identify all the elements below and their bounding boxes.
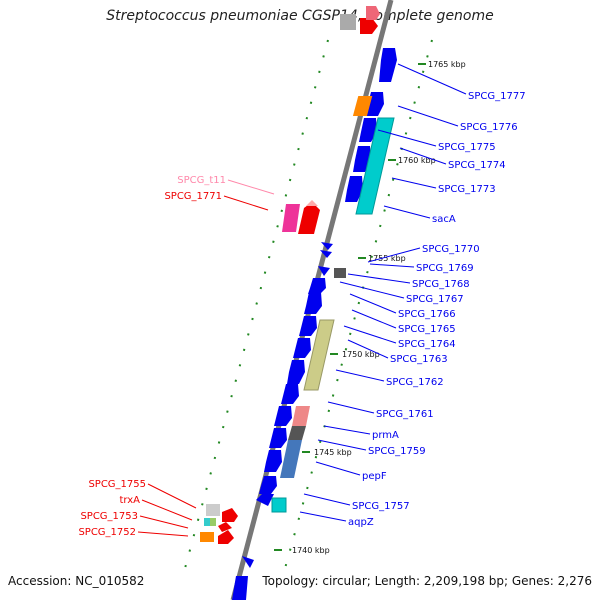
gene-spcg-1774: [353, 146, 371, 172]
rna-spcg-1753: [218, 522, 232, 532]
gene-small-1: [321, 242, 333, 250]
gene-saca: [355, 117, 395, 215]
label-spcg-1759: SPCG_1759: [368, 446, 426, 457]
rna-feature-top-2: [366, 6, 380, 20]
kbp-label-1755: 1755 kbp: [368, 254, 406, 263]
gene-spcg-1761a: [281, 384, 299, 404]
gene-spcg-1757a: [259, 476, 277, 494]
label-trxa: trxA: [119, 495, 140, 506]
gene-spcg-1759: [269, 428, 287, 448]
label-saca: sacA: [432, 214, 456, 225]
gene-spcg-1775: [359, 118, 377, 142]
gene-aqpz: [271, 497, 287, 513]
label-spcg-1771: SPCG_1771: [164, 191, 222, 202]
gene-spcg-1765: [299, 316, 317, 336]
kbp-label-1765: 1765 kbp: [428, 60, 466, 69]
label-spcg-1765: SPCG_1765: [398, 324, 456, 335]
label-spcg-1775: SPCG_1775: [438, 142, 496, 153]
gene-spcg-1761: [292, 406, 310, 426]
label-spcg-1753: SPCG_1753: [80, 511, 138, 522]
gene-spcg-1768: [334, 268, 346, 278]
gene-spcg-1769: [318, 266, 330, 276]
gene-pepf: [264, 450, 282, 472]
rna-spcg-1753a: [222, 508, 238, 522]
gene-pepf-block: [280, 440, 302, 478]
gene-spcg-1766: [304, 292, 322, 314]
label-prma: prmA: [372, 430, 399, 441]
label-spcg-1767: SPCG_1767: [406, 294, 464, 305]
label-aqpz: aqpZ: [348, 517, 374, 528]
label-spcg-1763: SPCG_1763: [390, 354, 448, 365]
label-spcg-1761: SPCG_1761: [376, 409, 434, 420]
gene-trxa-a: [204, 518, 210, 526]
gene-spcg-1771: [298, 202, 320, 234]
genome-title: Streptococcus pneumoniae CGSP14, complet…: [106, 8, 494, 24]
rna-spcg-1752: [218, 530, 234, 544]
gene-spcg-1757: [256, 494, 274, 506]
label-spcg-1757: SPCG_1757: [352, 501, 410, 512]
gene-small-2: [320, 250, 332, 258]
rna-feature-top: [360, 18, 378, 34]
gene-spcg-1755: [206, 504, 220, 516]
kbp-label-1745: 1745 kbp: [314, 448, 352, 457]
label-spcg-1770: SPCG_1770: [422, 244, 480, 255]
label-spcg-1773: SPCG_1773: [438, 184, 496, 195]
kbp-label-1750: 1750 kbp: [342, 350, 380, 359]
genome-summary-text: Topology: circular; Length: 2,209,198 bp…: [262, 574, 592, 588]
label-spcg-1777: SPCG_1777: [468, 91, 526, 102]
label-spcg-1762: SPCG_1762: [386, 377, 444, 388]
rna-small-top: [306, 200, 318, 206]
gene-bottom-1: [242, 556, 254, 568]
label-spcg-1774: SPCG_1774: [448, 160, 506, 171]
label-pepf: pepF: [362, 471, 387, 482]
gene-spcg-1763: [287, 360, 305, 384]
gene-trxa-b: [210, 518, 216, 526]
label-spcg-t11: SPCG_t11: [177, 175, 226, 186]
accession-text: Accession: NC_010582: [8, 574, 145, 588]
gene-spcg-1759a: [274, 406, 292, 426]
label-spcg-1769: SPCG_1769: [416, 263, 474, 274]
label-spcg-1776: SPCG_1776: [460, 122, 518, 133]
gene-spcg-1767: [308, 278, 326, 294]
gene-spcg-1773: [345, 176, 363, 202]
label-spcg-1755: SPCG_1755: [88, 479, 146, 490]
gene-spcg-1752: [200, 532, 214, 542]
gene-spcg-1777: [379, 48, 397, 82]
gene-spcg-t11: [282, 204, 300, 232]
gene-prma: [288, 426, 306, 440]
gene-orange: [352, 96, 373, 116]
label-spcg-1768: SPCG_1768: [412, 279, 470, 290]
leader-spcg-t11: [227, 179, 275, 195]
kbp-label-1740: 1740 kbp: [292, 546, 330, 555]
label-spcg-1752: SPCG_1752: [78, 527, 136, 538]
gene-spcg-1764: [293, 338, 311, 358]
leader-spcg-1771: [223, 195, 269, 211]
right-label-group: SPCG_1777 SPCG_1776 SPCG_1775 SPCG_1774 …: [348, 91, 526, 528]
right-leader-lines: [299, 63, 467, 522]
gene-feature-top-grey: [340, 14, 356, 30]
gene-spcg-1762: [303, 319, 335, 391]
gene-bottom-2: [232, 576, 248, 600]
left-leader-lines: [137, 483, 197, 537]
label-spcg-1766: SPCG_1766: [398, 309, 456, 320]
kbp-label-1760: 1760 kbp: [398, 156, 436, 165]
label-spcg-1764: SPCG_1764: [398, 339, 456, 350]
